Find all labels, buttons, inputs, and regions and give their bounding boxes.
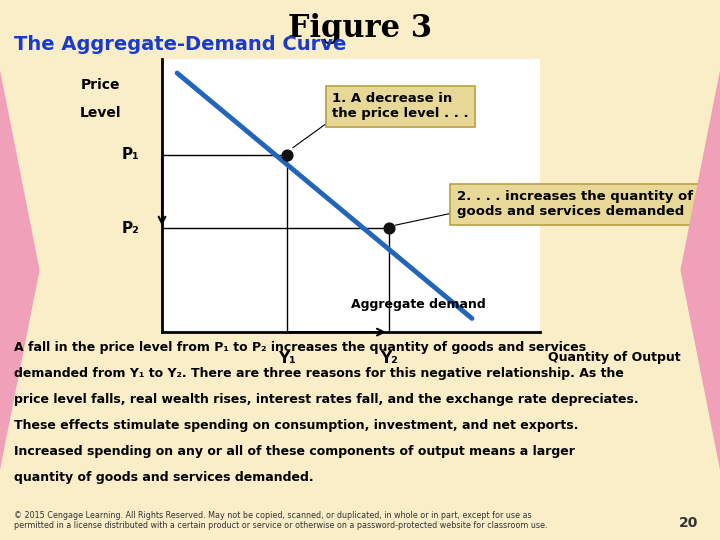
Text: Aggregate demand: Aggregate demand	[351, 298, 486, 312]
Point	[383, 224, 395, 233]
Text: Y₂: Y₂	[380, 351, 397, 366]
Text: Increased spending on any or all of these components of output means a larger: Increased spending on any or all of thes…	[14, 445, 575, 458]
Text: These effects stimulate spending on consumption, investment, and net exports.: These effects stimulate spending on cons…	[14, 419, 579, 432]
Text: 20: 20	[679, 516, 698, 530]
Text: © 2015 Cengage Learning. All Rights Reserved. May not be copied, scanned, or dup: © 2015 Cengage Learning. All Rights Rese…	[14, 511, 548, 530]
Text: Y₁: Y₁	[278, 351, 296, 366]
Text: Figure 3: Figure 3	[288, 14, 432, 44]
Text: The Aggregate-Demand Curve: The Aggregate-Demand Curve	[14, 35, 347, 54]
Text: demanded from Y₁ to Y₂. There are three reasons for this negative relationship. : demanded from Y₁ to Y₂. There are three …	[14, 367, 624, 380]
Text: P₂: P₂	[122, 221, 140, 236]
Text: 1. A decrease in
the price level . . .: 1. A decrease in the price level . . .	[332, 92, 469, 120]
Text: Price: Price	[81, 78, 120, 92]
Text: 2. . . . increases the quantity of
goods and services demanded: 2. . . . increases the quantity of goods…	[457, 190, 693, 218]
Text: Quantity of Output: Quantity of Output	[547, 351, 680, 364]
Text: P₁: P₁	[122, 147, 140, 163]
Point	[281, 151, 292, 159]
Text: price level falls, real wealth rises, interest rates fall, and the exchange rate: price level falls, real wealth rises, in…	[14, 393, 639, 406]
Text: quantity of goods and services demanded.: quantity of goods and services demanded.	[14, 471, 314, 484]
Text: A fall in the price level from P₁ to P₂ increases the quantity of goods and serv: A fall in the price level from P₁ to P₂ …	[14, 341, 587, 354]
Text: Level: Level	[80, 106, 122, 120]
